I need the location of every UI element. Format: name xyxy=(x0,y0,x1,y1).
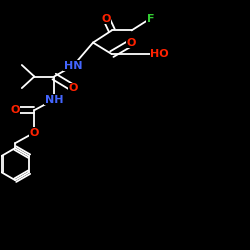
Text: HN: HN xyxy=(64,61,82,71)
Text: O: O xyxy=(102,14,111,24)
Text: NH: NH xyxy=(45,94,64,104)
Text: O: O xyxy=(68,83,78,93)
Text: O: O xyxy=(127,38,136,48)
Text: HO: HO xyxy=(150,49,169,59)
Text: F: F xyxy=(147,14,154,24)
Text: O: O xyxy=(10,105,20,115)
Text: O: O xyxy=(30,128,39,138)
